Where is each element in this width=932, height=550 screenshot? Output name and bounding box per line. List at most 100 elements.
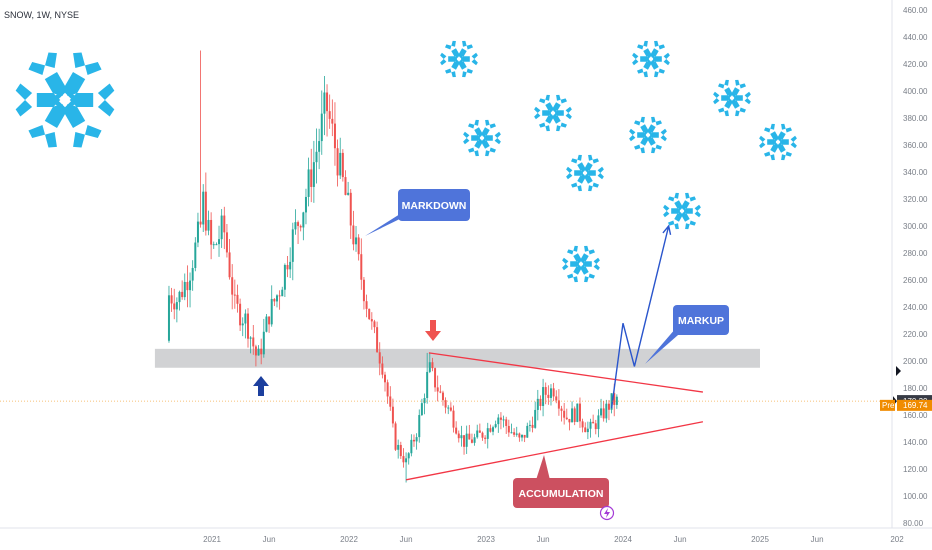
candle-body — [315, 151, 318, 163]
candle-body — [318, 141, 321, 152]
snowflake-tip — [636, 40, 648, 50]
snowflake-arm — [574, 170, 584, 176]
candle-body — [355, 237, 358, 245]
snowflake-tip — [717, 79, 729, 89]
candle-body — [476, 430, 479, 438]
snowflake-tip — [660, 128, 667, 142]
snowflake-tip — [97, 83, 115, 117]
candle-body — [455, 427, 458, 434]
candle-body — [592, 421, 595, 424]
accumulation-callout[interactable] — [513, 478, 609, 508]
candle-body — [333, 123, 336, 149]
snowflake-icon — [534, 94, 572, 132]
x-tick-label: 202 — [890, 535, 904, 544]
snowflake-arm — [545, 102, 554, 112]
snowflake-tip — [763, 151, 775, 161]
candle-body — [478, 430, 481, 433]
grid — [0, 0, 932, 529]
snowflake-arm — [674, 200, 683, 210]
candle-body — [418, 415, 421, 438]
candle-body — [349, 192, 352, 226]
symbol-title: SNOW, 1W, NYSE — [4, 10, 79, 20]
candle-body — [302, 212, 305, 228]
candle-body — [555, 396, 558, 401]
snowflake-tip — [485, 119, 497, 129]
snowflake-tip — [667, 220, 679, 230]
markdown-callout[interactable] — [398, 189, 470, 221]
snowflake-arm — [584, 174, 593, 184]
markup-callout[interactable] — [673, 305, 729, 335]
candle-body — [510, 432, 513, 434]
candle-body — [215, 244, 218, 246]
snowflake-tip — [654, 68, 666, 78]
candle-body — [463, 435, 466, 447]
candle-body — [391, 406, 394, 424]
candle-body — [289, 261, 292, 270]
candle-body — [207, 219, 210, 231]
snowflake-arm — [731, 99, 740, 109]
snowflake-tip — [735, 79, 747, 89]
snowflake-arm — [671, 208, 681, 214]
y-tick-label: 240.00 — [903, 303, 928, 312]
candle-body — [223, 215, 226, 233]
candle-body — [497, 417, 500, 425]
snowflake-tip — [744, 91, 751, 105]
candle-body — [441, 392, 444, 401]
snowflake-arm — [580, 253, 589, 263]
snowflake-tip — [651, 144, 663, 154]
snowflake-arm — [69, 92, 94, 108]
x-tick-label: Jun — [537, 535, 550, 544]
snowflake-tip — [759, 135, 766, 149]
y-tick-label: 420.00 — [903, 60, 928, 69]
candle-body — [542, 387, 545, 406]
y-tick-label: 380.00 — [903, 114, 928, 123]
snowflake-arm — [64, 72, 86, 96]
snowflake-arm — [733, 95, 743, 101]
snowflake-arm — [779, 139, 789, 145]
pre-market-tag-label: Pre — [882, 401, 895, 410]
accumulation-callout-label: ACCUMULATION — [519, 488, 604, 500]
snowflake-arm — [573, 253, 582, 263]
snowflake-tip — [494, 131, 501, 145]
triangle-lower-trendline[interactable] — [405, 421, 704, 481]
scroll-right-icon[interactable] — [896, 366, 901, 376]
candle-body — [431, 362, 434, 369]
candle-body — [539, 398, 542, 406]
snowflake-tip — [588, 154, 600, 164]
candle-body — [486, 428, 489, 439]
candle-body — [547, 394, 550, 398]
candle-body — [405, 458, 408, 463]
y-tick-label: 300.00 — [903, 222, 928, 231]
triangle-upper-trendline[interactable] — [428, 352, 704, 393]
candle-body — [531, 424, 534, 428]
snowflake-arm — [724, 99, 733, 109]
earnings-event-icon[interactable] — [599, 505, 615, 521]
snowflake-tip — [73, 124, 102, 148]
candle-body — [415, 437, 418, 442]
candle-body — [557, 400, 560, 409]
snowflake-tip — [566, 166, 573, 180]
projection-path[interactable] — [610, 225, 670, 409]
snowflake-tip — [713, 91, 720, 105]
candle-body — [257, 348, 260, 356]
candle-body — [204, 191, 207, 231]
snowflake-tip — [694, 204, 701, 218]
candle-body — [241, 323, 244, 326]
candle-body — [420, 403, 423, 416]
snowflake-tip — [651, 116, 663, 126]
projection-arrowhead — [662, 224, 672, 235]
candle-body — [231, 277, 234, 295]
candle-body — [589, 421, 592, 429]
candle-body — [521, 434, 524, 438]
snowflake-arm — [44, 72, 66, 96]
y-tick-label: 120.00 — [903, 465, 928, 474]
candle-body — [225, 232, 228, 253]
candle-body — [452, 410, 455, 428]
x-tick-label: Jun — [400, 535, 413, 544]
snowflake-tip — [556, 94, 568, 104]
candle-body — [268, 316, 271, 325]
candle-body — [373, 321, 376, 328]
candle-body — [307, 169, 310, 197]
snowflake-arm — [451, 60, 460, 70]
